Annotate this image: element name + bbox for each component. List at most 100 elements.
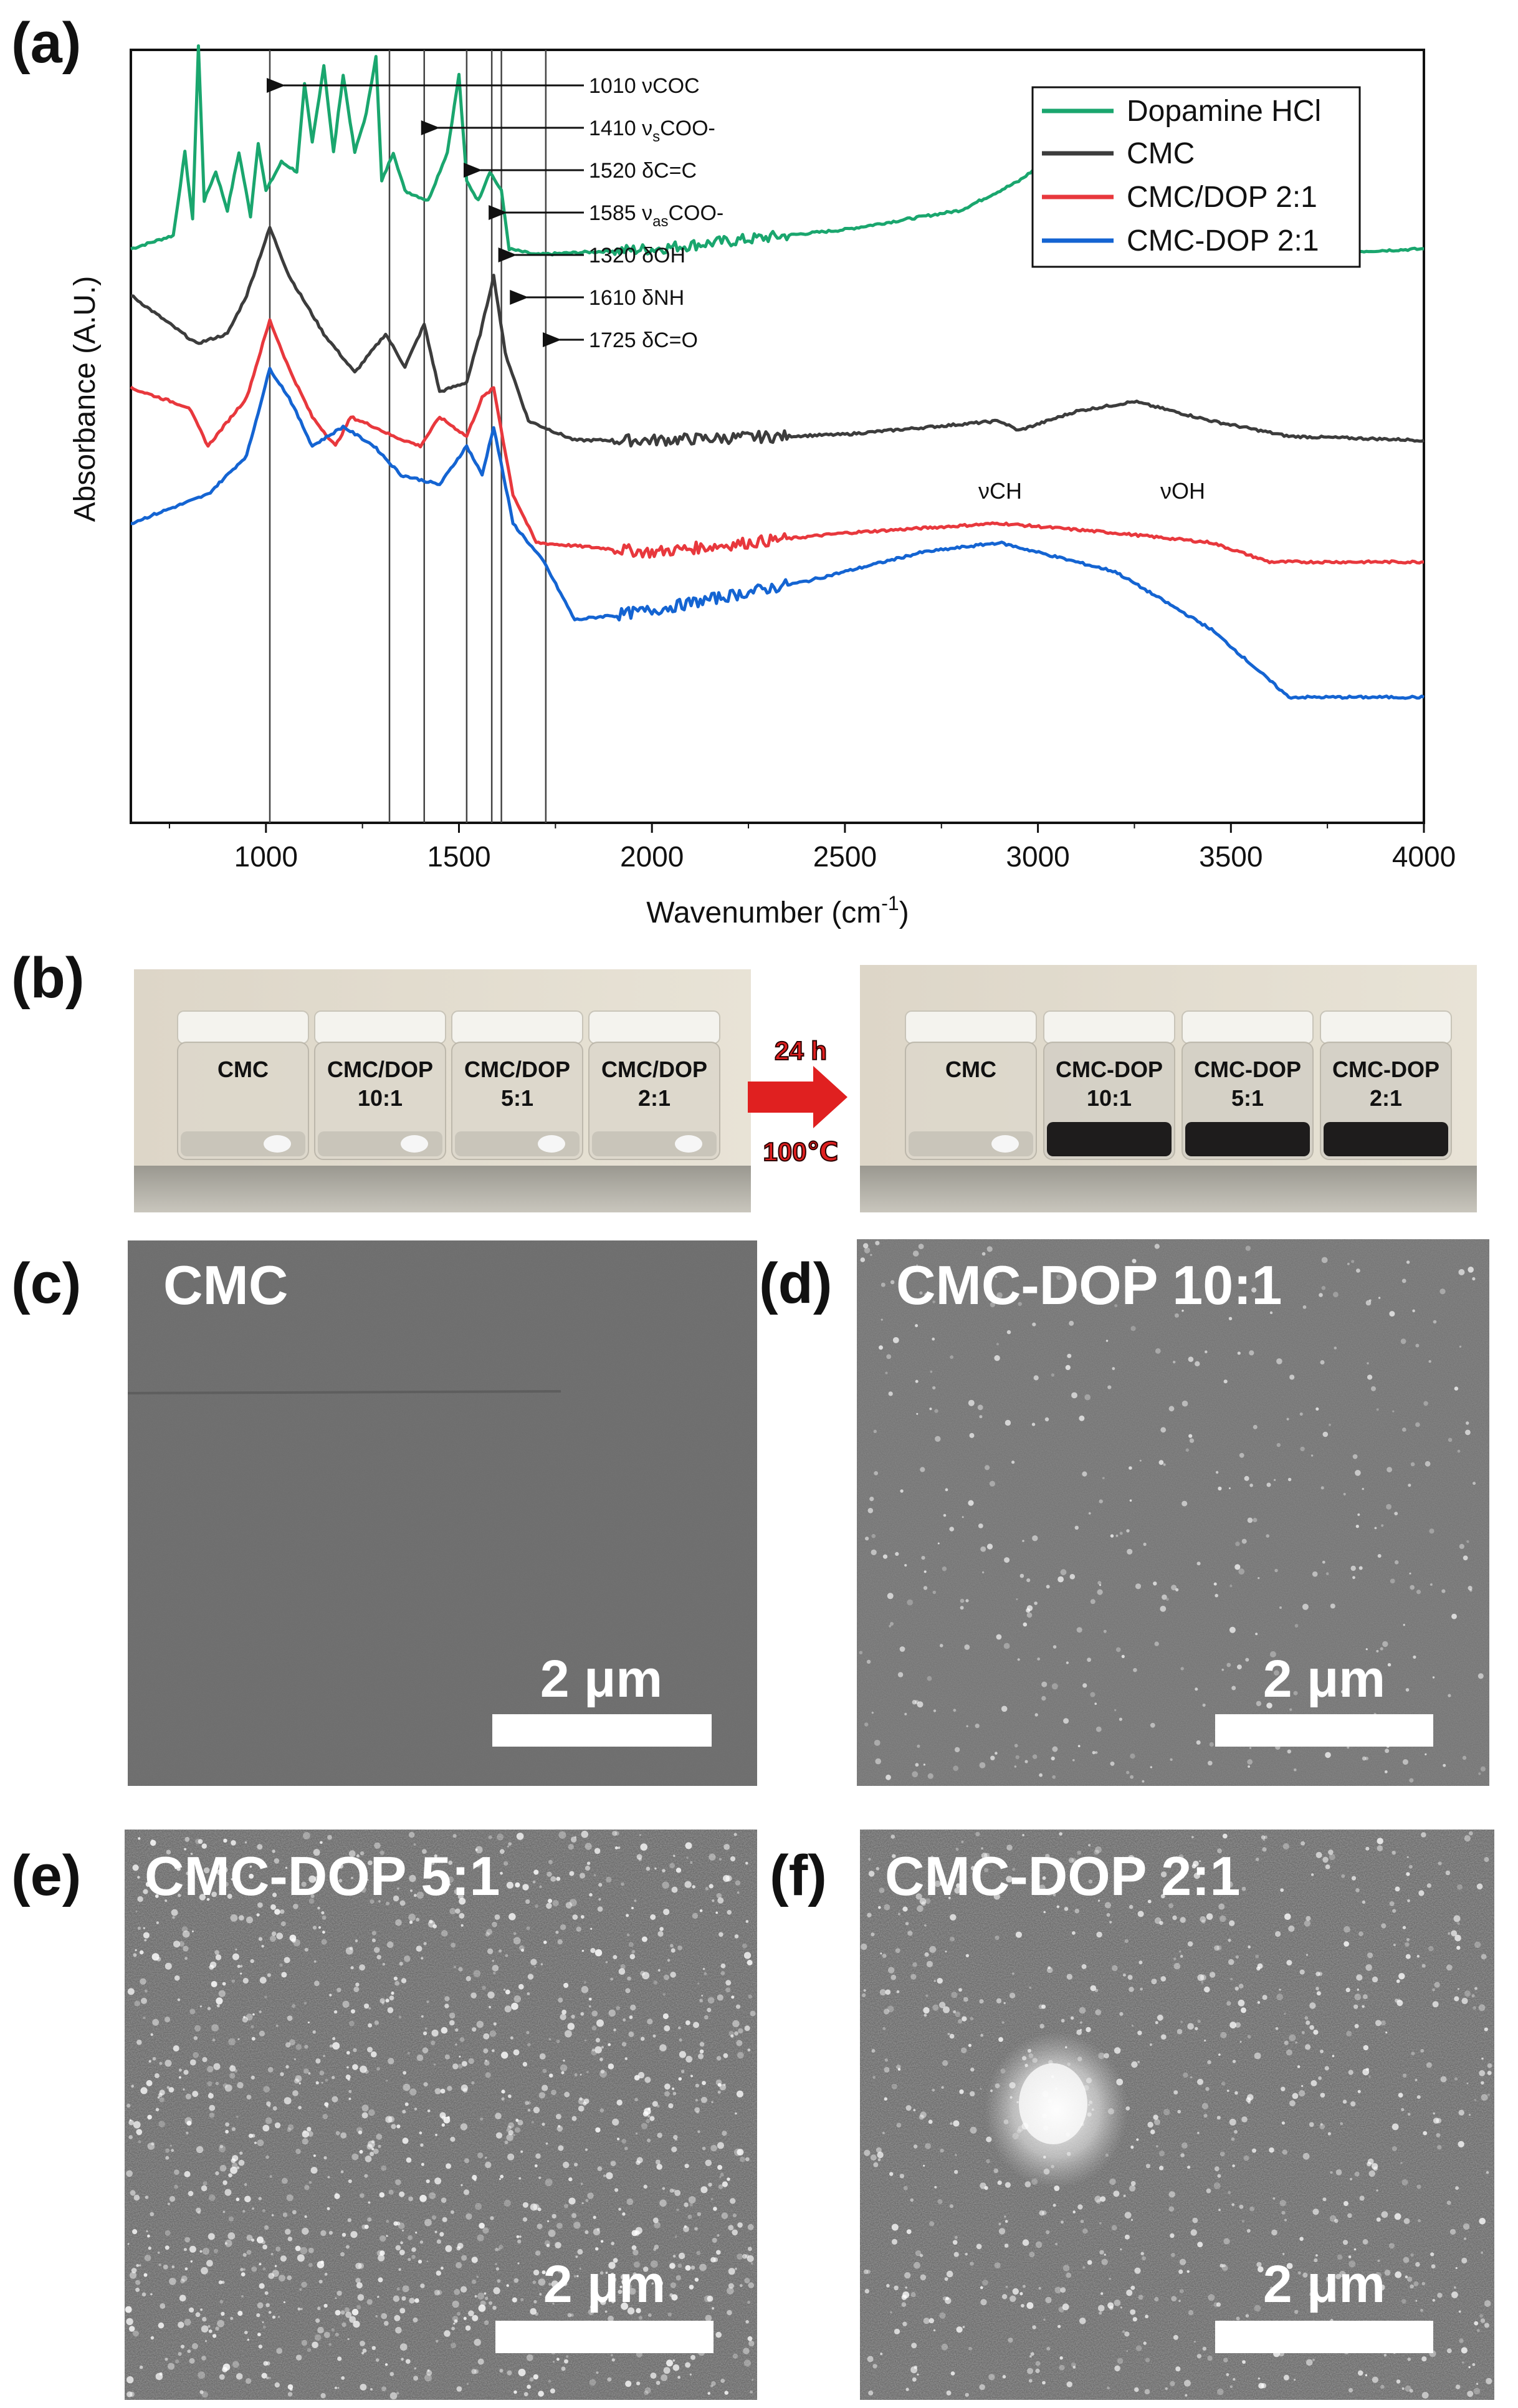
particle: [1294, 1624, 1299, 1628]
particle: [1039, 2210, 1044, 2216]
particle: [1179, 2258, 1186, 2265]
particle: [1077, 1850, 1082, 1855]
particle: [1258, 2377, 1260, 2380]
particle: [737, 2149, 744, 2156]
particle: [1004, 2243, 1009, 2248]
particle: [1355, 1470, 1361, 1476]
particle: [180, 2344, 185, 2349]
particle: [1367, 2161, 1372, 2167]
particle: [450, 2136, 456, 2142]
particle: [1191, 1836, 1194, 1839]
particle: [1437, 2145, 1442, 2150]
particle: [1063, 1718, 1069, 1724]
particle: [1157, 2014, 1163, 2021]
particle: [471, 2257, 478, 2263]
particle: [167, 2202, 170, 2205]
particle: [914, 2366, 918, 2369]
particle: [522, 2202, 529, 2208]
particle: [1239, 2041, 1242, 2043]
particle: [932, 1590, 937, 1595]
particle: [1416, 1955, 1420, 1958]
particle: [548, 2073, 553, 2078]
vial-cap: [588, 1010, 720, 1044]
particle: [599, 2108, 604, 2113]
particle: [374, 2020, 380, 2025]
particle: [667, 2312, 672, 2317]
particle: [360, 2193, 365, 2199]
particle: [1315, 2254, 1318, 2257]
particle: [690, 2075, 693, 2078]
particle: [883, 2008, 890, 2015]
particle: [1299, 2090, 1306, 2097]
band-label-vch: νCH: [978, 478, 1022, 504]
particle: [924, 1292, 929, 1298]
particle: [622, 2212, 626, 2216]
particle: [961, 1840, 964, 1843]
annotation-pre: 1410: [589, 117, 642, 140]
particle: [158, 2322, 165, 2329]
particle: [872, 2364, 877, 2369]
particle: [1072, 2210, 1076, 2214]
annotation-pre: 1520: [589, 159, 642, 183]
particle: [1284, 2219, 1287, 2222]
particle: [1233, 2377, 1236, 2381]
particle: [272, 2315, 276, 2319]
particle: [1322, 2197, 1327, 2202]
particle: [556, 2265, 565, 2273]
particle: [231, 1979, 235, 1983]
particle: [945, 1950, 947, 1953]
particle: [575, 2255, 578, 2258]
particle: [895, 1948, 900, 1954]
particle: [1221, 2081, 1226, 2086]
particle: [228, 2216, 234, 2222]
particle: [968, 2346, 973, 2351]
particle: [1074, 1525, 1079, 1530]
particle: [246, 2094, 252, 2100]
particle: [1239, 2204, 1244, 2209]
particle: [460, 2123, 468, 2131]
particle: [351, 1876, 354, 1879]
particle: [1328, 1849, 1334, 1855]
particle: [262, 2244, 267, 2250]
particle: [302, 2227, 309, 2235]
particle: [356, 2305, 361, 2310]
particle: [1130, 2309, 1136, 2315]
particle: [1134, 2387, 1139, 2392]
particle: [567, 2313, 572, 2318]
particle: [1102, 1477, 1105, 1480]
particle: [716, 2250, 721, 2255]
particle: [431, 1861, 435, 1865]
stir-bar: [401, 1135, 428, 1153]
particle: [1365, 1846, 1370, 1851]
particle: [1362, 1994, 1368, 2000]
particle: [1286, 2049, 1292, 2056]
particle: [275, 2247, 281, 2252]
particle: [1325, 1864, 1330, 1869]
particle: [1390, 1578, 1395, 1584]
particle: [185, 2093, 192, 2099]
particle: [1289, 1708, 1292, 1711]
particle: [1221, 1668, 1224, 1671]
particle: [1170, 2381, 1175, 2386]
particle: [211, 2024, 219, 2031]
particle: [1140, 2252, 1144, 2255]
particle: [292, 2090, 298, 2096]
particle: [558, 2124, 561, 2128]
particle: [533, 1869, 539, 1875]
particle: [1476, 2329, 1480, 2333]
vial-label: CMC: [217, 1057, 269, 1082]
particle: [221, 2311, 225, 2316]
particle: [285, 1866, 288, 1869]
particle: [503, 1988, 506, 1991]
particle: [179, 2076, 181, 2079]
particle: [257, 2139, 264, 2147]
particle: [1357, 2089, 1361, 2093]
particle: [632, 2272, 637, 2276]
particle: [613, 2258, 618, 2263]
particle: [1056, 1274, 1062, 1280]
particle: [476, 2275, 479, 2278]
particle: [1069, 1283, 1074, 1289]
particle: [543, 1940, 547, 1944]
particle: [492, 1959, 495, 1962]
